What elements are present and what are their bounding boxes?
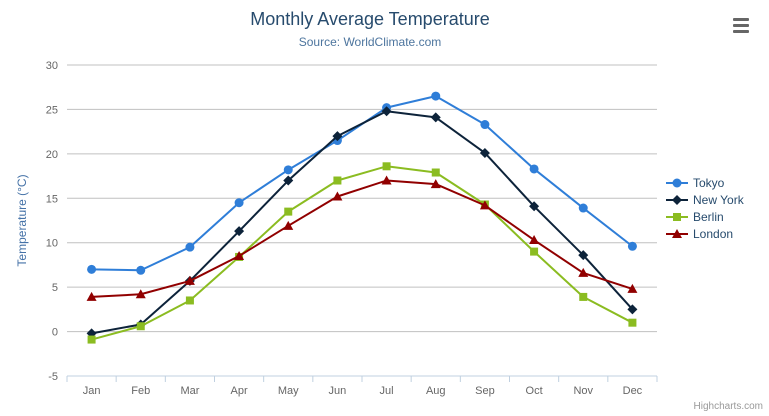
data-point-new-york[interactable]	[430, 112, 441, 123]
data-point-berlin[interactable]	[431, 168, 440, 177]
legend-item-new-york[interactable]: New York	[666, 191, 744, 208]
data-point-london[interactable]	[430, 179, 441, 189]
data-point-new-york[interactable]	[381, 106, 392, 117]
legend-square-icon	[666, 212, 688, 221]
x-axis-tick-label: Mar	[180, 385, 199, 397]
data-point-berlin[interactable]	[284, 207, 293, 216]
legend-item-london[interactable]: London	[666, 225, 744, 242]
x-axis-tick-label: Feb	[131, 385, 150, 397]
y-axis-tick-label: 0	[52, 327, 58, 339]
data-point-london[interactable]	[332, 191, 343, 201]
export-menu-button[interactable]	[731, 15, 755, 35]
y-axis-tick-label: 25	[46, 104, 58, 116]
legend-triangle-icon	[666, 228, 688, 238]
x-axis-tick-label: Apr	[231, 385, 248, 397]
x-axis-tick-label: Jul	[380, 385, 394, 397]
hamburger-icon	[733, 23, 749, 27]
x-axis-tick-label: Jun	[329, 385, 347, 397]
data-point-tokyo[interactable]	[480, 120, 490, 130]
data-point-berlin[interactable]	[382, 162, 391, 171]
data-point-tokyo[interactable]	[136, 265, 146, 275]
series-berlin[interactable]	[87, 162, 637, 344]
x-axis-tick-label: Jan	[83, 385, 101, 397]
y-axis-tick-label: -5	[48, 371, 58, 383]
legend-marker-shape	[672, 194, 682, 205]
data-point-tokyo[interactable]	[578, 203, 588, 213]
legend-label: Berlin	[693, 209, 724, 224]
data-point-london[interactable]	[283, 220, 294, 230]
data-point-london[interactable]	[135, 289, 146, 299]
data-point-tokyo[interactable]	[529, 164, 539, 174]
hamburger-icon	[733, 29, 749, 33]
data-point-tokyo[interactable]	[627, 241, 637, 251]
legend-marker-shape	[672, 228, 682, 238]
x-axis-tick-label: Sep	[475, 385, 495, 397]
series-london[interactable]	[86, 175, 638, 301]
data-point-london[interactable]	[381, 175, 392, 185]
legend-marker-shape	[672, 178, 682, 187]
y-axis-tick-label: 30	[46, 60, 58, 72]
chart-title: Monthly Average Temperature	[250, 9, 490, 29]
series-line	[90, 165, 634, 341]
data-point-berlin[interactable]	[136, 322, 145, 331]
data-point-london[interactable]	[234, 251, 245, 261]
data-point-tokyo[interactable]	[87, 264, 97, 274]
series-new-york[interactable]	[86, 106, 638, 339]
legend-marker-shape	[673, 212, 681, 221]
data-point-berlin[interactable]	[333, 176, 342, 185]
data-point-new-york[interactable]	[234, 226, 245, 237]
data-point-london[interactable]	[529, 235, 540, 245]
x-axis-tick-label: Nov	[573, 385, 593, 397]
y-axis-tick-label: 20	[46, 149, 58, 161]
legend-circle-icon	[666, 178, 688, 187]
y-axis-tick-label: 5	[52, 282, 58, 294]
legend-label: New York	[693, 192, 744, 207]
x-axis-tick-label: Dec	[623, 385, 643, 397]
data-point-tokyo[interactable]	[234, 198, 244, 208]
data-point-tokyo[interactable]	[283, 165, 293, 175]
data-point-tokyo[interactable]	[185, 242, 195, 252]
data-point-berlin[interactable]	[628, 318, 637, 327]
legend-item-tokyo[interactable]: Tokyo	[666, 174, 744, 191]
data-point-new-york[interactable]	[529, 201, 540, 212]
x-axis-tick-label: Oct	[526, 385, 543, 397]
data-point-new-york[interactable]	[283, 175, 294, 186]
data-point-tokyo[interactable]	[431, 91, 441, 101]
legend-label: London	[693, 226, 734, 241]
legend-item-berlin[interactable]: Berlin	[666, 208, 744, 225]
legend-diamond-icon	[666, 194, 688, 205]
series-line	[90, 179, 634, 298]
data-point-london[interactable]	[627, 283, 638, 293]
data-point-london[interactable]	[184, 275, 195, 285]
data-point-new-york[interactable]	[578, 250, 589, 261]
data-point-new-york[interactable]	[479, 147, 490, 158]
data-point-london[interactable]	[578, 267, 589, 277]
data-point-berlin[interactable]	[530, 247, 539, 256]
data-point-berlin[interactable]	[579, 292, 588, 301]
data-point-london[interactable]	[479, 200, 490, 210]
highcharts-credit-link[interactable]: Highcharts.com	[693, 401, 763, 412]
data-point-new-york[interactable]	[332, 131, 343, 142]
legend-label: Tokyo	[693, 175, 725, 190]
series-tokyo[interactable]	[87, 91, 637, 275]
data-point-berlin[interactable]	[185, 296, 194, 305]
x-axis-tick-label: May	[278, 385, 299, 397]
y-axis-tick-label: 10	[46, 238, 58, 250]
x-axis-tick-label: Aug	[426, 385, 446, 397]
data-point-london[interactable]	[86, 291, 97, 301]
chart-subtitle: Source: WorldClimate.com	[298, 35, 442, 49]
y-axis-tick-label: 15	[46, 193, 58, 205]
y-axis-title: Temperature (°C)	[15, 174, 29, 266]
series-line	[90, 95, 634, 272]
legend: Tokyo New York Berlin London	[666, 174, 744, 242]
series-line	[90, 110, 634, 335]
data-point-berlin[interactable]	[87, 335, 96, 344]
data-point-new-york[interactable]	[627, 304, 638, 315]
hamburger-icon	[733, 17, 749, 21]
